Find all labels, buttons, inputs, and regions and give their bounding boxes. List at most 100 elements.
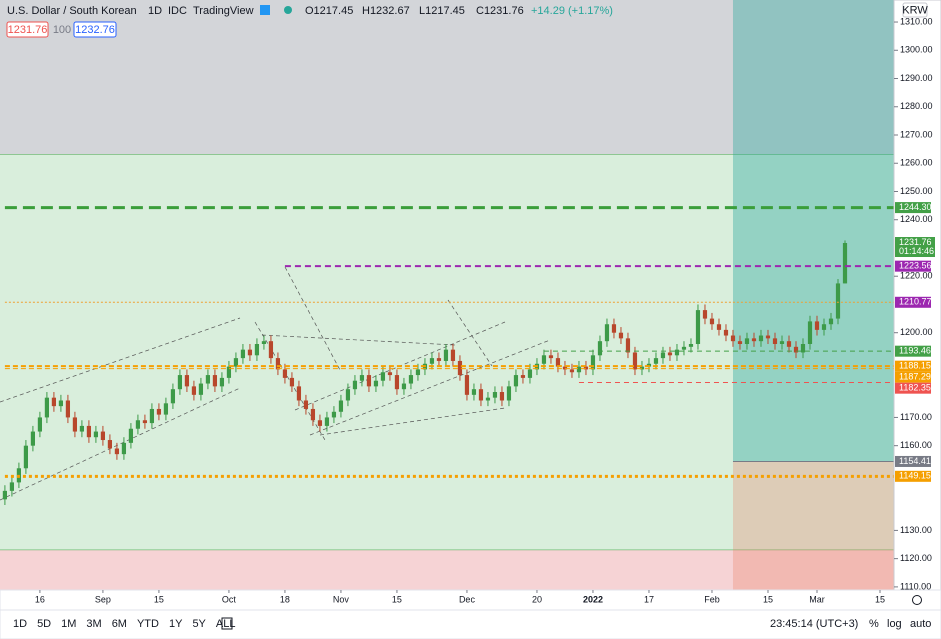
percent-toggle[interactable]: %	[869, 618, 879, 630]
candle-body	[604, 324, 610, 342]
x-tick-label: 20	[532, 594, 542, 604]
channel-line	[319, 407, 506, 436]
y-tick-label: 1130.00	[900, 525, 932, 535]
candle-body	[548, 355, 554, 359]
candle-body	[464, 375, 470, 395]
currency[interactable]: KRW	[902, 4, 928, 16]
candle-body	[506, 386, 512, 401]
candle-body	[191, 386, 197, 395]
candle-body	[625, 338, 631, 353]
level-tag-label: 1223.56	[899, 261, 932, 271]
candle-body	[632, 352, 638, 370]
y-tick-label: 1280.00	[900, 101, 933, 111]
candle-body	[233, 358, 239, 367]
price-axis	[893, 0, 941, 591]
ask-box[interactable]	[73, 21, 117, 38]
open: O1217.45	[305, 5, 353, 17]
candle-body	[289, 377, 295, 387]
channel-line	[0, 387, 241, 501]
candle-body	[170, 389, 176, 404]
range-button[interactable]: 5D	[37, 618, 51, 630]
candle-body	[9, 482, 15, 491]
range-toolbar: 1D 5D 1M 3M 6M YTD 1Y 5Y ALL	[13, 618, 235, 630]
candle-body	[184, 375, 190, 387]
candle-body	[639, 366, 645, 370]
x-tick-label: 15	[763, 594, 773, 604]
y-tick-label: 1200.00	[900, 327, 933, 337]
candle-body	[205, 375, 211, 384]
auto-toggle[interactable]: auto	[910, 618, 931, 630]
range-button[interactable]: 1D	[13, 618, 27, 630]
candle-body	[471, 389, 477, 395]
candle-body	[303, 400, 309, 409]
candle-body	[695, 310, 701, 345]
bid[interactable]: 1231.76	[8, 24, 48, 36]
level-tag-label: 1154.41	[899, 456, 931, 466]
candle-body	[100, 431, 106, 441]
candle-body	[373, 380, 379, 387]
range-button[interactable]: 1Y	[169, 618, 183, 630]
x-tick-label: 17	[644, 594, 654, 604]
flag-icon[interactable]	[260, 5, 270, 15]
y-tick-label: 1240.00	[900, 214, 933, 224]
candle-body	[324, 417, 330, 426]
candle-body	[597, 341, 603, 356]
candle-body	[429, 358, 435, 364]
candle-body	[786, 341, 792, 347]
range-button[interactable]: YTD	[137, 618, 159, 630]
candle-body	[44, 397, 50, 418]
last-price-tag	[895, 237, 935, 258]
candle-body	[65, 400, 71, 418]
plot	[2, 206, 894, 505]
candle-body	[828, 318, 834, 325]
candle-body	[135, 420, 141, 429]
range-button[interactable]: 5Y	[192, 618, 206, 630]
candle-body	[296, 386, 302, 401]
candle-body	[772, 338, 778, 345]
y-tick-label: 1290.00	[900, 73, 933, 83]
date-range-icon[interactable]	[221, 617, 233, 630]
candle-body	[457, 360, 463, 376]
x-tick-label: Oct	[222, 594, 237, 604]
candle-body	[793, 346, 799, 353]
candle-body	[443, 349, 449, 361]
candle-body	[415, 369, 421, 376]
candle-body	[219, 377, 225, 387]
candle-body	[842, 243, 848, 284]
countdown: 01:14:46	[899, 246, 934, 256]
interval[interactable]: 1D	[148, 5, 162, 17]
zone	[0, 550, 894, 590]
axes: 1310.00 1300.00 1290.00 1280.00 1270.00 1260.…	[35, 16, 935, 604]
candle-body	[149, 408, 155, 424]
candle-body	[37, 417, 43, 432]
candle-body	[86, 425, 92, 438]
settings-icon[interactable]	[912, 595, 922, 605]
candle-body	[450, 349, 456, 361]
x-tick-label: Mar	[809, 594, 825, 604]
candle-body	[114, 448, 120, 455]
candle-body	[660, 352, 666, 359]
candle-body	[814, 321, 820, 330]
candle-body	[380, 372, 386, 381]
clock[interactable]: 23:45:14 (UTC+3)	[770, 618, 858, 630]
close: C1231.76	[476, 5, 524, 17]
level-tag	[895, 345, 931, 357]
range-button[interactable]: 1M	[61, 618, 76, 630]
candle-body	[800, 344, 806, 353]
currency-button[interactable]	[902, 2, 928, 18]
candle-body	[226, 366, 232, 378]
bid-box[interactable]	[6, 21, 49, 38]
candle-body	[688, 344, 694, 347]
ask[interactable]: 1232.76	[75, 24, 115, 36]
range-button[interactable]: 3M	[86, 618, 101, 630]
header: U.S. Dollar / South Korean 1D IDC Tradin…	[6, 2, 928, 38]
channel-line	[261, 334, 456, 346]
x-tick-label: 15	[392, 594, 402, 604]
candle-body	[611, 324, 617, 333]
channel-line	[309, 339, 551, 436]
candle-body	[359, 375, 365, 381]
candle-body	[576, 366, 582, 373]
log-toggle[interactable]: log	[887, 618, 902, 630]
range-button[interactable]: ALL	[216, 618, 236, 630]
range-button[interactable]: 6M	[112, 618, 127, 630]
